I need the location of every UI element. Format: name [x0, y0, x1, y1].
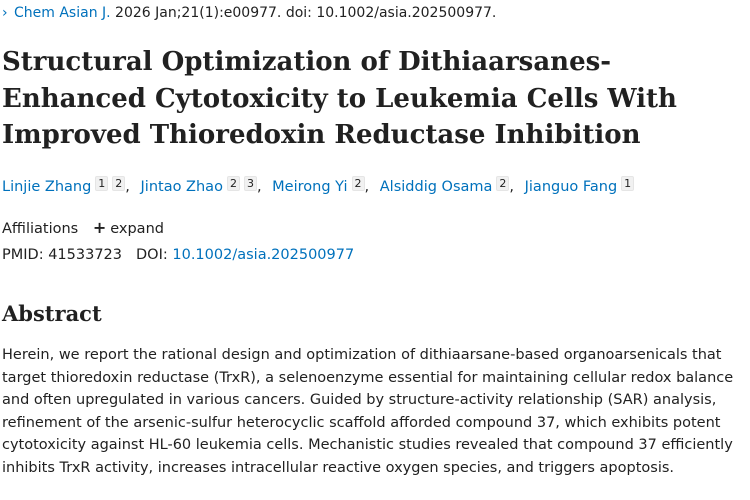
affiliation-ref[interactable]: 2: [351, 176, 365, 191]
plus-icon: +: [92, 218, 107, 237]
affiliation-ref[interactable]: 2: [112, 176, 126, 191]
affiliation-ref[interactable]: 3: [243, 176, 257, 191]
expand-label: expand: [110, 221, 164, 237]
identifiers-row: PMID: 41533723 DOI: 10.1002/asia.20250097…: [2, 245, 354, 265]
citation-line: › Chem Asian J. 2026 Jan;21(1):e00977. do…: [2, 4, 496, 22]
affiliation-ref[interactable]: 2: [496, 176, 510, 191]
abstract-text: Herein, we report the rational design an…: [2, 347, 734, 476]
affiliations-expand-button[interactable]: + expand: [92, 218, 164, 237]
author-link-jianguo-fang[interactable]: Jianguo Fang: [524, 179, 618, 195]
affiliation-ref[interactable]: 2: [226, 176, 240, 191]
affiliation-ref[interactable]: 1: [621, 176, 635, 191]
article-title: Structural Optimization of Dithiaarsanes…: [2, 47, 677, 150]
author-link-meirong-yi[interactable]: Meirong Yi: [272, 179, 348, 195]
pmid-value: 41533723: [48, 247, 123, 263]
doi-label: DOI:: [136, 247, 168, 263]
abstract-heading: Abstract: [2, 301, 102, 326]
author-separator: ,: [125, 179, 130, 195]
citation-details: 2026 Jan;21(1):e00977. doi: 10.1002/asia…: [110, 5, 497, 21]
affiliations-row: Affiliations + expand: [2, 218, 164, 239]
author-link-linjie-zhang[interactable]: Linjie Zhang: [2, 179, 92, 195]
doi-link[interactable]: 10.1002/asia.202500977: [172, 247, 355, 263]
author-separator: ,: [509, 179, 515, 195]
author-link-jintao-zhao[interactable]: Jintao Zhao: [140, 179, 223, 195]
journal-link[interactable]: Chem Asian J.: [14, 5, 111, 21]
author-separator: ,: [256, 179, 262, 195]
pmid-label: PMID:: [2, 247, 44, 263]
author-separator: ,: [364, 179, 370, 195]
author-list: Linjie Zhang 1 2, Jintao Zhao 2 3, Meirong Y…: [2, 176, 635, 197]
affiliation-ref[interactable]: 1: [95, 176, 109, 191]
chevron-right-icon[interactable]: ›: [2, 5, 8, 21]
affiliations-label: Affiliations: [2, 221, 79, 237]
author-link-alsiddig-osama[interactable]: Alsiddig Osama: [379, 179, 493, 195]
